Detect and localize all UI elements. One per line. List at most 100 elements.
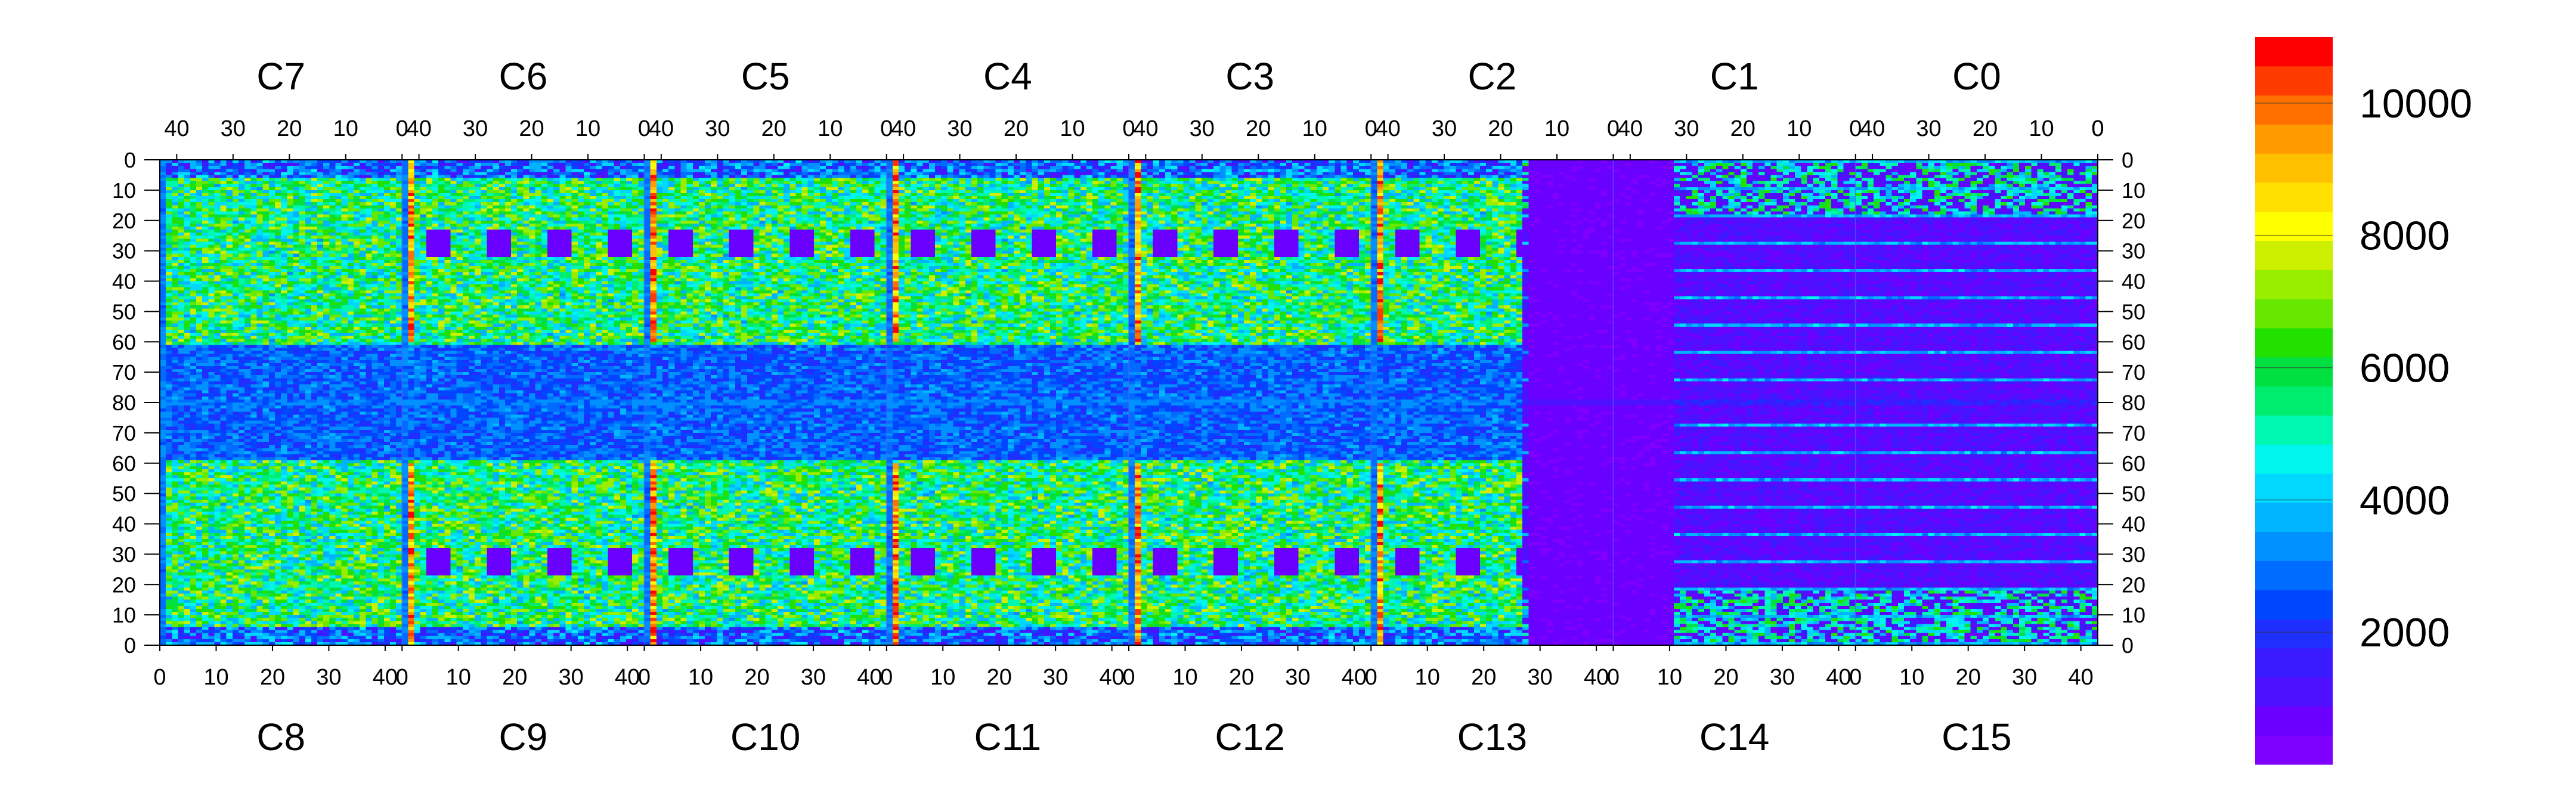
x-tick-label-bottom: 10 — [446, 665, 471, 690]
x-tick-label-bottom: 30 — [1043, 665, 1068, 690]
chip-label-top: C1 — [1710, 55, 1759, 98]
x-tick-label-top: 10 — [818, 116, 843, 141]
colorbar-tick-label: 6000 — [2360, 346, 2450, 391]
colorbar-swatch — [2255, 444, 2333, 474]
y-axis-ticks: 0 0 10 10 20 20 30 30 40 40 50 50 60 60 70 70 80 80 70 70 60… — [112, 148, 2145, 658]
x-tick-label-top: 40 — [891, 116, 916, 141]
x-tick-label-bottom: 0 — [1607, 665, 1620, 690]
y-tick-label-right: 50 — [2122, 482, 2145, 506]
x-tick-label-top: 40 — [649, 116, 674, 141]
colorbar-swatch — [2255, 502, 2333, 532]
x-tick-label-bottom: 20 — [502, 665, 527, 690]
x-tick-label-top: 20 — [1246, 116, 1271, 141]
x-tick-label-bottom: 0 — [638, 665, 651, 690]
colorbar-swatch — [2255, 706, 2333, 736]
x-tick-label-top: 0 — [880, 116, 893, 141]
y-tick-label-left: 40 — [112, 512, 136, 537]
x-tick-label-bottom: 0 — [1122, 665, 1135, 690]
x-tick-label-bottom: 10 — [203, 665, 228, 690]
colorbar-swatch — [2255, 153, 2333, 183]
x-tick-label-bottom: 0 — [153, 665, 166, 690]
chip-label-top: C7 — [256, 55, 305, 98]
x-tick-label-bottom: 20 — [744, 665, 769, 690]
y-tick-label-left: 0 — [124, 633, 136, 658]
colorbar-tick-label: 10000 — [2360, 81, 2472, 126]
y-tick-label-right: 80 — [2122, 391, 2145, 415]
heatmap-area — [160, 160, 2098, 645]
y-tick-label-left: 60 — [112, 451, 136, 476]
x-tick-label-top: 30 — [947, 116, 972, 141]
y-tick-label-left: 30 — [112, 239, 136, 264]
x-tick-label-top: 20 — [761, 116, 787, 141]
chip-label-bottom: C9 — [499, 716, 547, 758]
colorbar-swatch — [2255, 619, 2333, 649]
y-tick-label-right: 40 — [2122, 270, 2145, 294]
x-tick-label-top: 30 — [1432, 116, 1457, 141]
x-tick-label-top: 20 — [1730, 116, 1755, 141]
colorbar-swatch — [2255, 66, 2333, 96]
x-tick-label-bottom: 40 — [373, 665, 398, 690]
y-tick-label-right: 20 — [2122, 572, 2145, 597]
y-tick-label-right: 50 — [2122, 299, 2145, 324]
x-tick-label-top: 0 — [1122, 116, 1135, 141]
x-tick-label-bottom: 0 — [396, 665, 408, 690]
x-tick-label-top: 30 — [1916, 116, 1941, 141]
chip-label-top: C0 — [1952, 55, 2001, 98]
x-tick-label-top: 30 — [1674, 116, 1699, 141]
x-tick-label-bottom: 10 — [1657, 665, 1682, 690]
x-tick-label-bottom: 40 — [1584, 665, 1609, 690]
colorbar-swatch — [2255, 124, 2333, 154]
x-tick-label-bottom: 40 — [615, 665, 640, 690]
y-tick-label-left: 20 — [112, 572, 136, 597]
plot-border — [159, 159, 2098, 646]
y-tick-label-right: 70 — [2122, 421, 2145, 445]
x-tick-label-bottom: 40 — [2069, 665, 2094, 690]
x-tick-label-top: 20 — [1004, 116, 1029, 141]
x-tick-label-bottom: 30 — [2012, 665, 2037, 690]
chip-label-bottom: C13 — [1457, 716, 1527, 758]
x-tick-label-top: 30 — [1190, 116, 1215, 141]
x-tick-label-bottom: 10 — [688, 665, 713, 690]
colorbar-swatch — [2255, 561, 2333, 590]
x-tick-label-top: 0 — [1365, 116, 1377, 141]
x-tick-label-top: 20 — [1488, 116, 1513, 141]
colorbar-tick-label: 2000 — [2360, 610, 2450, 655]
y-tick-label-left: 20 — [112, 209, 136, 233]
x-tick-label-bottom: 20 — [260, 665, 285, 690]
chip-label-bottom: C8 — [256, 716, 305, 758]
x-tick-label-top: 40 — [164, 116, 189, 141]
y-tick-label-left: 10 — [112, 603, 136, 627]
chip-label-top: C3 — [1225, 55, 1274, 98]
x-axis-ticks: 40 30 20 10 0 0 10 20 30 40 40 30 20 10 0 0 10 20 30 40 40 30… — [153, 116, 2104, 690]
colorbar-swatch — [2255, 182, 2333, 212]
x-tick-label-top: 40 — [1375, 116, 1400, 141]
chip-label-bottom: C10 — [730, 716, 800, 758]
x-tick-label-bottom: 40 — [1826, 665, 1851, 690]
chip-label-bottom: C11 — [974, 716, 1042, 758]
x-tick-label-bottom: 40 — [1100, 665, 1125, 690]
y-tick-label-right: 40 — [2122, 512, 2145, 537]
x-tick-label-bottom: 20 — [1713, 665, 1738, 690]
x-tick-label-top: 10 — [1302, 116, 1327, 141]
y-tick-label-left: 80 — [112, 391, 136, 415]
x-tick-label-top: 40 — [406, 116, 431, 141]
x-tick-label-bottom: 10 — [930, 665, 955, 690]
colorbar-swatch — [2255, 270, 2333, 299]
x-tick-label-top: 30 — [705, 116, 730, 141]
colorbar-swatch — [2255, 415, 2333, 445]
x-tick-label-top: 10 — [575, 116, 600, 141]
x-tick-label-bottom: 0 — [1849, 665, 1862, 690]
y-tick-label-left: 70 — [112, 360, 136, 385]
y-tick-label-right: 10 — [2122, 603, 2145, 627]
x-tick-label-bottom: 40 — [857, 665, 882, 690]
colorbar-swatch — [2255, 95, 2333, 125]
x-tick-label-top: 10 — [2029, 116, 2054, 141]
colorbar-swatch — [2255, 735, 2333, 765]
x-tick-label-bottom: 0 — [1365, 665, 1377, 690]
x-tick-label-top: 30 — [463, 116, 488, 141]
colorbar-tick-label: 8000 — [2360, 213, 2450, 259]
y-tick-label-left: 60 — [112, 330, 136, 354]
colorbar-swatch — [2255, 677, 2333, 707]
x-tick-label-top: 20 — [1973, 116, 1998, 141]
